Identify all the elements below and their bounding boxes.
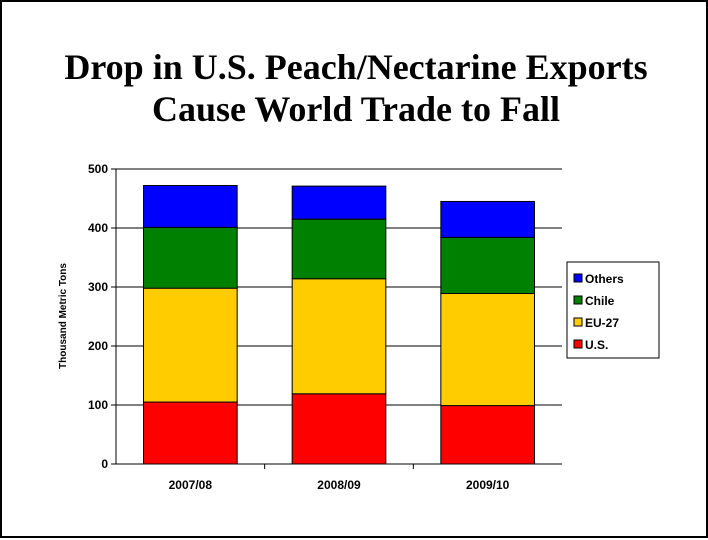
bar-segment [440, 236, 535, 294]
slide-title: Drop in U.S. Peach/Nectarine Exports Cau… [2, 46, 708, 130]
legend-label: U.S. [585, 338, 608, 352]
title-line-1: Drop in U.S. Peach/Nectarine Exports [64, 47, 648, 87]
bar-segment [440, 200, 535, 238]
bar-segment [291, 393, 387, 465]
legend: Others Chile EU-27 U.S. [566, 261, 660, 359]
bar-segment [440, 405, 535, 465]
bar-segment [440, 292, 535, 407]
x-tick-label: 2007/08 [169, 478, 213, 492]
legend-swatch [573, 295, 583, 305]
legend-label: Chile [585, 294, 615, 308]
bar-segment [291, 185, 387, 220]
title-line-2: Cause World Trade to Fall [151, 89, 561, 129]
bar-segment [143, 226, 238, 289]
legend-label: EU-27 [585, 316, 619, 330]
legend-swatch [573, 317, 583, 327]
y-tick-label: 200 [88, 339, 108, 353]
y-tick-label: 0 [101, 457, 108, 471]
legend-label: Others [585, 272, 624, 286]
bar-segment [291, 278, 387, 395]
y-axis-label: Thousand Metric Tons [58, 263, 69, 369]
bar-segment [291, 218, 387, 280]
legend-swatch [573, 273, 583, 283]
bar-segment [143, 401, 238, 465]
y-tick-label: 300 [88, 280, 108, 294]
y-tick-label: 100 [88, 398, 108, 412]
legend-swatch [573, 339, 583, 349]
x-tick-label: 2008/09 [317, 478, 361, 492]
bar-segment [143, 185, 238, 228]
y-tick-label: 400 [88, 221, 108, 235]
x-tick-label: 2009/10 [466, 478, 510, 492]
y-tick-label: 500 [88, 162, 108, 176]
bar-segment [143, 287, 238, 403]
